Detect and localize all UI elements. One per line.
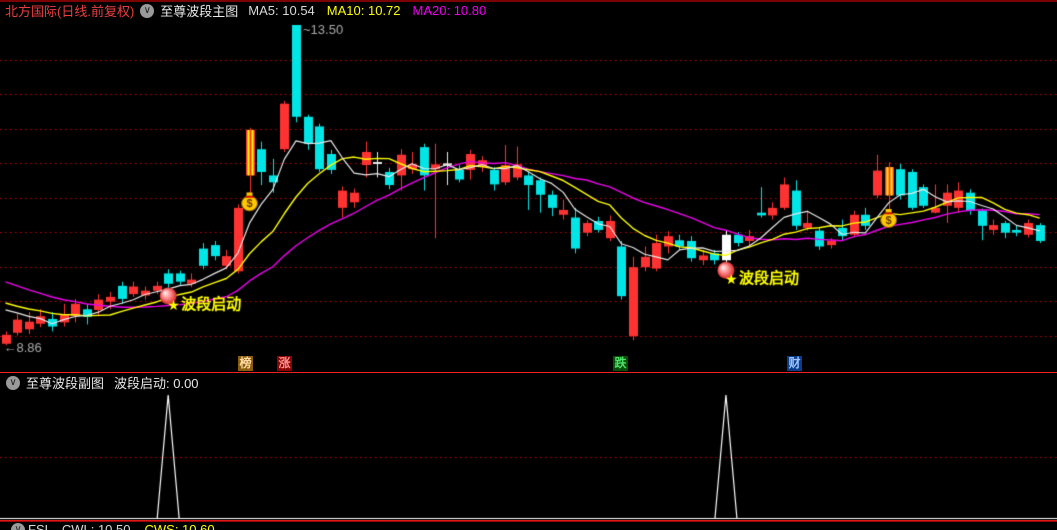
candlestick-chart-canvas[interactable] bbox=[0, 19, 1057, 372]
sub-indicator-title: 至尊波段副图 bbox=[26, 376, 105, 391]
hot-tag-cai[interactable]: 财 bbox=[787, 356, 802, 371]
indicator-title: 至尊波段主图 bbox=[160, 4, 239, 19]
hot-tag-zhang[interactable]: 涨 bbox=[277, 356, 292, 371]
chevron-down-icon[interactable]: ∨ bbox=[6, 375, 20, 390]
indicator-name: FSL bbox=[28, 522, 52, 530]
hot-tag-bang[interactable]: 榜 bbox=[238, 356, 253, 371]
chevron-down-icon[interactable]: ∨ bbox=[140, 3, 155, 18]
cws-value: CWS: 10.60 bbox=[144, 522, 215, 530]
sub-chart-header: ∨ 至尊波段副图 波段启动: 0.00 bbox=[0, 373, 1057, 392]
signal-chart-canvas[interactable] bbox=[0, 392, 1057, 520]
ma5-value: MA5: 10.54 bbox=[248, 3, 315, 18]
chevron-down-icon[interactable]: ∨ bbox=[11, 523, 25, 530]
ma10-value: MA10: 10.72 bbox=[326, 3, 401, 18]
next-indicator-header: ∨ FSL CWL: 10.50 CWS: 10.60 bbox=[0, 522, 1057, 530]
main-chart-area: 榜 涨 跌 财 bbox=[0, 19, 1057, 372]
chart-divider-line bbox=[0, 372, 1057, 373]
hot-tag-die[interactable]: 跌 bbox=[613, 356, 628, 371]
main-chart-header: 北方国际(日线.前复权) ∨ 至尊波段主图 MA5: 10.54 MA10: 1… bbox=[0, 0, 1057, 19]
bottom-divider-line bbox=[0, 520, 1057, 522]
ma20-value: MA20: 10.80 bbox=[412, 3, 487, 18]
cwl-value: CWL: 10.50 bbox=[61, 522, 131, 530]
stock-title: 北方国际(日线.前复权) bbox=[5, 4, 135, 19]
sub-indicator-value: 波段启动: 0.00 bbox=[114, 376, 199, 391]
